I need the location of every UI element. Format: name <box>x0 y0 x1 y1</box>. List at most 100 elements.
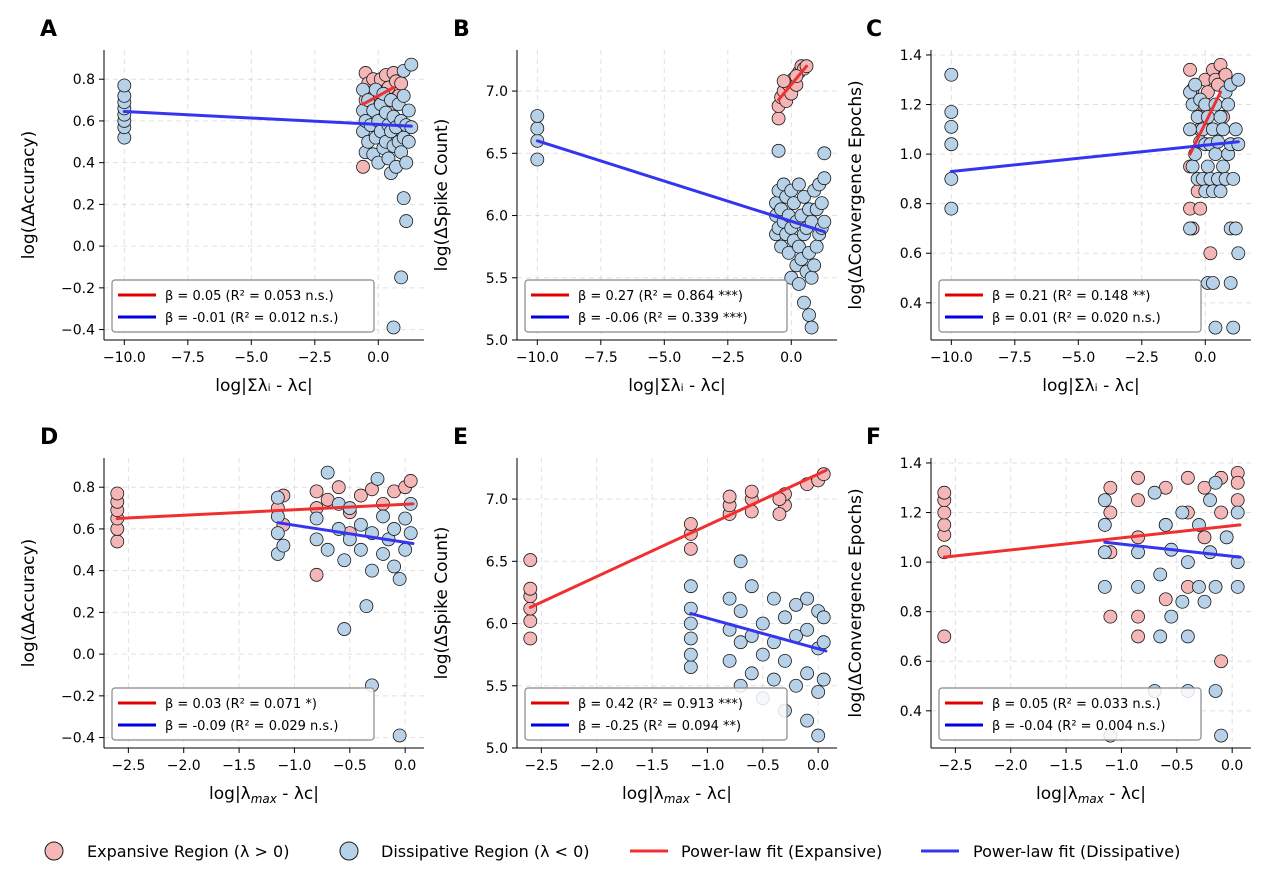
point-dissipative <box>814 196 829 210</box>
point-expansive <box>110 534 125 549</box>
point-dissipative <box>1183 221 1197 236</box>
x-tick-label: −7.5 <box>584 350 618 366</box>
point-expansive <box>1230 475 1245 490</box>
point-dissipative <box>944 201 959 216</box>
point-dissipative <box>817 214 832 229</box>
x-tick-label: −5.0 <box>647 350 681 366</box>
point-expansive <box>523 581 538 596</box>
y-tick-label: 6.0 <box>486 617 508 633</box>
point-dissipative <box>392 728 407 743</box>
x-tick-label: −2.5 <box>938 758 972 774</box>
point-expansive <box>1197 530 1212 545</box>
panel-letter-e: E <box>453 425 468 450</box>
y-tick-label: 0.8 <box>73 72 95 88</box>
x-tick-label: 0.0 <box>1221 758 1243 774</box>
y-tick-label: 7.0 <box>486 492 508 508</box>
point-dissipative <box>1228 221 1243 236</box>
point-dissipative <box>807 258 822 273</box>
x-tick-label: −10.0 <box>930 350 973 366</box>
inset-legend-label-expansive: β = 0.03 (R² = 0.071 *) <box>165 697 317 712</box>
point-expansive <box>683 541 698 556</box>
fit-line-dissipative <box>535 139 826 234</box>
inset-legend-label-expansive: β = 0.05 (R² = 0.033 n.s.) <box>992 697 1161 712</box>
point-expansive <box>744 484 759 499</box>
point-dissipative <box>1216 122 1230 137</box>
point-dissipative <box>1206 276 1220 290</box>
point-dissipative <box>766 672 781 687</box>
point-dissipative <box>786 196 801 210</box>
point-dissipative <box>722 653 737 668</box>
point-dissipative <box>1203 493 1217 508</box>
point-expansive <box>776 74 791 89</box>
point-expansive <box>1103 609 1118 624</box>
point-expansive <box>1214 654 1229 669</box>
fit-line-expansive <box>777 64 809 102</box>
point-dissipative <box>744 666 759 681</box>
point-dissipative <box>1180 629 1195 644</box>
point-dissipative <box>789 597 803 612</box>
point-dissipative <box>1223 276 1238 290</box>
y-tick-label: 0.6 <box>900 654 922 670</box>
x-tick-label: −2.5 <box>711 350 745 366</box>
panel-a: A −10.0 −7.5 −5.0 −2.5 0.0 −0.4 −0.2 0.0 0.2 0.4 0.… <box>19 17 424 396</box>
x-tick-label: 0.0 <box>1194 350 1216 366</box>
point-expansive <box>937 485 952 500</box>
point-dissipative <box>1208 320 1223 335</box>
y-tick-label: 0.6 <box>73 114 95 130</box>
point-dissipative <box>365 563 379 578</box>
point-dissipative <box>1211 134 1225 149</box>
point-dissipative <box>1153 567 1168 582</box>
inset-legend-frame <box>938 687 1202 741</box>
point-dissipative <box>1192 579 1206 594</box>
point-dissipative <box>1185 159 1200 174</box>
point-dissipative <box>1228 122 1243 137</box>
inset-legend: β = 0.42 (R² = 0.913 ***) β = -0.25 (R² =… <box>524 687 788 741</box>
point-dissipative <box>797 295 811 310</box>
x-tick-label: −2.0 <box>994 758 1028 774</box>
y-tick-label: 5.5 <box>486 679 508 695</box>
y-tick-label: 1.4 <box>900 456 922 472</box>
point-expansive <box>356 159 370 174</box>
x-tick-label: −1.0 <box>1104 758 1138 774</box>
point-expansive <box>937 518 952 532</box>
x-tick-label: −1.5 <box>635 758 669 774</box>
point-dissipative <box>733 635 748 650</box>
point-dissipative <box>1208 579 1223 594</box>
point-dissipative <box>816 672 831 687</box>
panel-b: B −10.0 −7.5 −5.0 −2.5 0.0 5.0 5.5 6.0 6.5 7.0 log|… <box>432 17 837 396</box>
point-expansive <box>1180 470 1195 485</box>
inset-legend-frame <box>524 279 788 333</box>
y-axis-label: log(ΔAccuracy) <box>19 539 39 667</box>
inset-legend-label-dissipative: β = -0.09 (R² = 0.029 n.s.) <box>165 719 338 734</box>
point-dissipative <box>376 509 390 524</box>
y-tick-label: 0.4 <box>73 564 95 580</box>
panel-c: C −10.0 −7.5 −5.0 −2.5 0.0 0.4 0.6 0.8 1.0 1.2 1.4 l… <box>846 17 1251 396</box>
y-axis-label: log(ΔConvergence Epochs) <box>846 488 866 717</box>
x-axis-label: log|λmax - λc| <box>209 784 319 806</box>
x-tick-label: −2.0 <box>580 758 614 774</box>
figure-legend: Expansive Region (λ > 0) Dissipative Reg… <box>44 841 1180 861</box>
point-expansive <box>1203 246 1218 261</box>
point-dissipative <box>1231 246 1246 261</box>
point-dissipative <box>755 647 770 662</box>
point-dissipative <box>809 239 824 254</box>
point-dissipative <box>789 678 803 693</box>
point-dissipative <box>1200 159 1215 174</box>
x-axis-label: log|Σλᵢ - λc| <box>1042 376 1140 396</box>
panel-letter-a: A <box>40 17 57 42</box>
y-tick-label: −0.2 <box>61 689 95 705</box>
x-tick-label: −2.5 <box>524 758 558 774</box>
legend-label-dissipative: Dissipative Region (λ < 0) <box>381 842 590 861</box>
point-expansive <box>1131 493 1145 508</box>
point-dissipative <box>1158 518 1173 532</box>
point-expansive <box>937 629 952 644</box>
point-dissipative <box>320 465 335 480</box>
x-tick-label: −1.0 <box>690 758 724 774</box>
fit-line-expansive <box>115 502 415 521</box>
fit-line-expansive <box>528 468 828 609</box>
y-tick-label: 0.8 <box>900 605 922 621</box>
point-expansive <box>1131 470 1145 485</box>
point-dissipative <box>817 171 832 186</box>
x-tick-label: −0.5 <box>1160 758 1194 774</box>
